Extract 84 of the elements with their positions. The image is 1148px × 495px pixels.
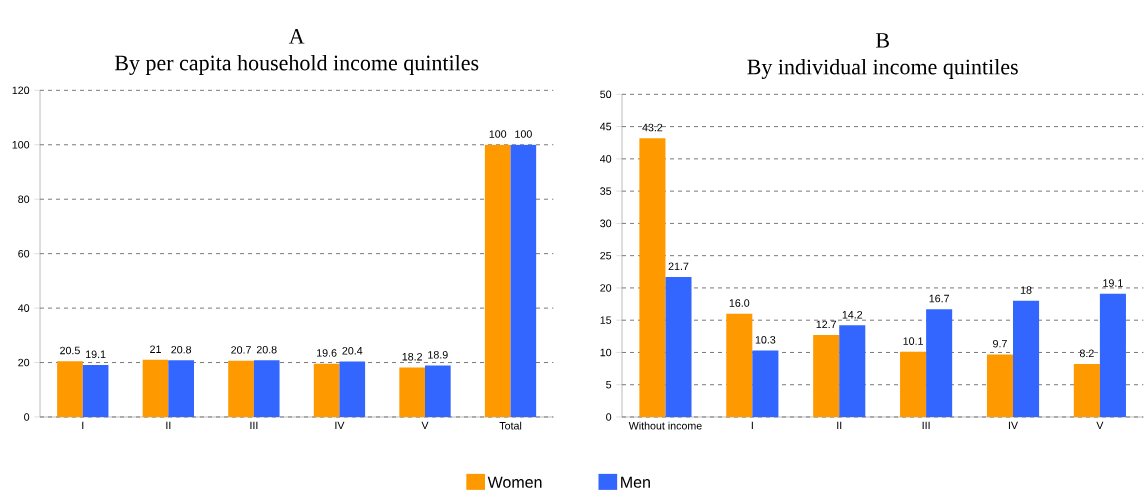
y-tick-label: 35 <box>600 187 612 195</box>
data-label: 100 <box>489 130 507 138</box>
data-label: 20.5 <box>60 346 80 355</box>
data-label: 12.7 <box>816 320 837 329</box>
y-tick-label: 25 <box>600 251 612 260</box>
bar <box>228 360 254 417</box>
bar <box>57 361 83 417</box>
bar <box>639 138 666 417</box>
y-tick-label: 0 <box>24 413 30 421</box>
bar <box>986 354 1013 417</box>
data-label: 16.7 <box>929 294 949 303</box>
bar <box>1013 300 1040 417</box>
bar <box>399 367 426 417</box>
x-tick-label: IV <box>335 421 345 430</box>
bar <box>168 360 195 417</box>
y-tick-label: 40 <box>17 304 30 312</box>
y-tick-label: 30 <box>600 219 612 228</box>
data-label: 18 <box>1020 286 1032 294</box>
data-label: 19.6 <box>317 349 337 357</box>
bar <box>425 365 451 417</box>
bar <box>142 359 169 417</box>
chart-title: A <box>288 29 305 44</box>
data-label: 16.0 <box>729 299 750 307</box>
y-tick-label: 10 <box>600 348 612 357</box>
x-tick-label: Total <box>499 421 522 430</box>
x-tick-label: II <box>837 421 842 430</box>
bar <box>839 325 866 417</box>
x-tick-label: III <box>922 421 930 430</box>
chart-title: B <box>875 33 889 48</box>
bar <box>313 363 340 417</box>
data-label: 19.1 <box>1103 279 1123 287</box>
bar <box>926 309 953 417</box>
data-label: 10.1 <box>903 337 923 345</box>
x-tick-label: Without income <box>628 421 702 430</box>
x-tick-label: V <box>421 421 429 430</box>
y-tick-label: 15 <box>600 316 612 324</box>
y-tick-label: 80 <box>18 195 30 203</box>
y-tick-label: 45 <box>599 122 612 131</box>
bar <box>339 361 366 417</box>
legend-label: Men <box>621 476 650 488</box>
bar <box>813 335 840 417</box>
x-tick-label: III <box>250 421 258 430</box>
bar <box>726 313 753 417</box>
data-label: 18.9 <box>428 351 448 359</box>
data-label: 18.2 <box>402 352 423 361</box>
y-tick-label: 50 <box>600 90 612 99</box>
data-label: 21 <box>150 345 161 353</box>
chart-subtitle: By per capita household income quintiles <box>114 54 479 75</box>
y-tick-label: 60 <box>18 249 30 258</box>
y-tick-label: 5 <box>606 380 612 389</box>
x-tick-label: I <box>751 421 753 430</box>
x-tick-label: I <box>82 421 84 430</box>
data-label: 19.1 <box>86 350 106 359</box>
data-label: 21.7 <box>668 262 689 271</box>
y-tick-label: 100 <box>12 140 30 149</box>
bar <box>1073 364 1100 417</box>
y-tick-label: 120 <box>12 86 30 95</box>
x-tick-label: V <box>1096 421 1104 430</box>
bar <box>1099 293 1126 417</box>
data-label: 10.3 <box>755 336 776 344</box>
data-label: 43.2 <box>642 123 663 132</box>
bar <box>752 350 779 417</box>
bar <box>510 144 537 417</box>
y-tick-label: 40 <box>599 155 612 163</box>
x-tick-label: II <box>166 421 171 430</box>
y-tick-label: 20 <box>18 358 30 367</box>
legend-label: Women <box>487 476 542 488</box>
data-label: 100 <box>515 130 532 138</box>
data-label: 20.8 <box>171 345 192 354</box>
data-label: 14.2 <box>842 310 863 319</box>
bar <box>484 144 511 417</box>
bar <box>665 276 692 417</box>
chart-subtitle: By individual income quintiles <box>747 58 1018 79</box>
data-label: 20.7 <box>231 346 251 354</box>
bar <box>900 351 927 417</box>
x-tick-label: IV <box>1008 421 1018 430</box>
y-tick-label: 0 <box>606 413 612 421</box>
bar <box>82 364 109 417</box>
bar <box>253 360 280 417</box>
data-label: 20.8 <box>256 345 277 354</box>
data-label: 8.2 <box>1079 349 1094 358</box>
data-label: 9.7 <box>993 339 1007 348</box>
y-tick-label: 20 <box>600 284 612 292</box>
data-label: 20.4 <box>342 346 363 355</box>
